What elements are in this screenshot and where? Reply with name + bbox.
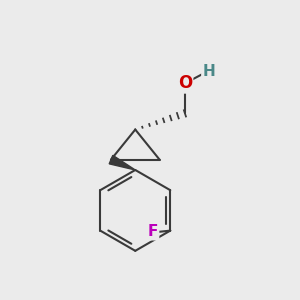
Text: H: H — [202, 64, 215, 79]
Text: O: O — [178, 74, 192, 92]
Polygon shape — [109, 155, 135, 170]
Text: F: F — [148, 224, 158, 239]
